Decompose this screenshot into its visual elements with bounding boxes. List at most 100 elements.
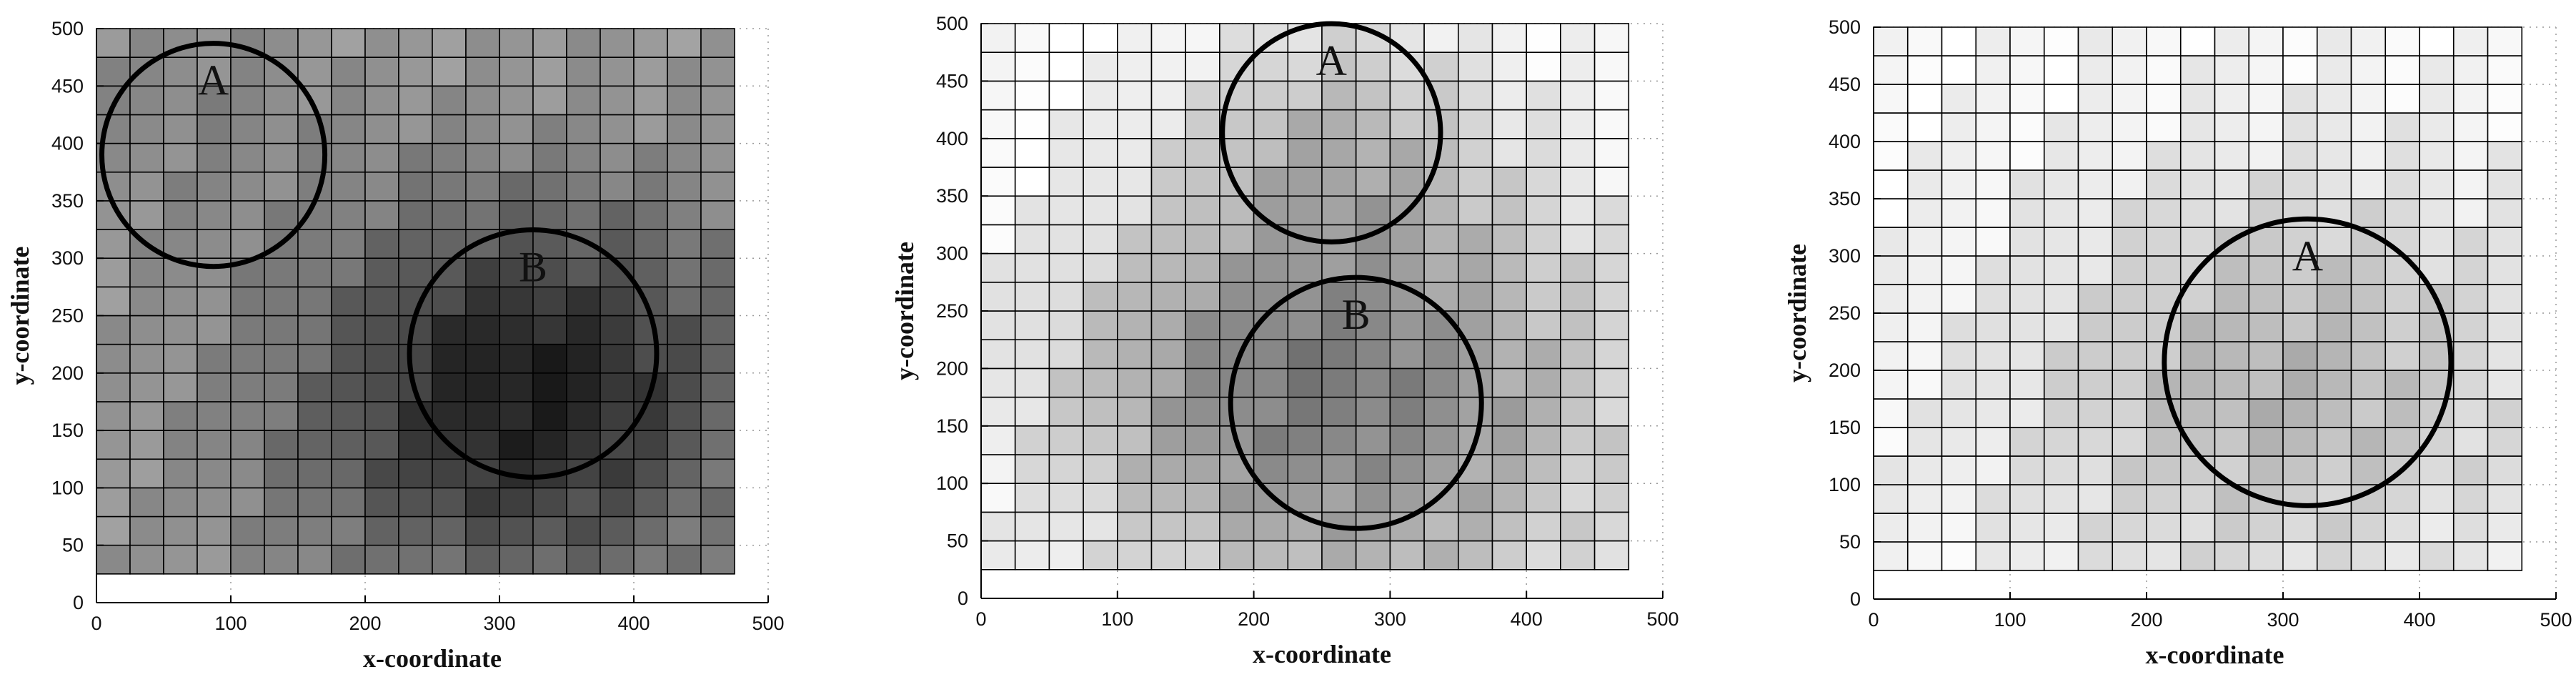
heatmap-cell	[2282, 112, 2318, 142]
heatmap-cell	[2214, 84, 2250, 114]
heatmap-cell	[1526, 540, 1561, 570]
heatmap-cell	[1150, 339, 1187, 370]
heatmap-cell	[600, 142, 635, 173]
heatmap-cell	[96, 343, 131, 374]
heatmap-cell	[1906, 84, 1943, 114]
heatmap-cell	[1014, 80, 1050, 111]
heatmap-cell	[1150, 281, 1187, 312]
heatmap-cell	[532, 315, 567, 345]
heatmap-cell	[2487, 227, 2523, 257]
heatmap-cell	[197, 200, 232, 230]
heatmap-cell	[1906, 541, 1943, 571]
heatmap-cell	[1491, 454, 1528, 485]
heatmap-cell	[2179, 26, 2216, 56]
heatmap-cell	[600, 458, 635, 489]
heatmap-cell	[1253, 80, 1289, 111]
heatmap-cell	[532, 430, 567, 460]
heatmap-cell	[1048, 109, 1084, 139]
x-tick-label: 200	[1238, 608, 1270, 630]
heatmap-cell	[297, 229, 332, 259]
heatmap-cell	[2282, 398, 2318, 428]
heatmap-cell	[2282, 370, 2318, 400]
heatmap-cell	[1355, 454, 1391, 485]
heatmap-cell	[331, 229, 366, 259]
heatmap-cell	[600, 372, 635, 402]
heatmap-cell	[1975, 55, 2011, 85]
heatmap-cell	[1048, 310, 1084, 341]
heatmap-cell	[499, 286, 534, 317]
heatmap-cell	[1321, 167, 1357, 197]
heatmap-cell	[1491, 396, 1528, 427]
heatmap-cell	[1355, 367, 1391, 398]
heatmap-cell	[1458, 167, 1493, 197]
heatmap-cell	[1873, 169, 1909, 199]
heatmap-cell	[1389, 80, 1425, 111]
heatmap-cell	[2419, 141, 2455, 171]
heatmap-cell	[1975, 255, 2011, 285]
heatmap-cell	[2146, 484, 2182, 514]
heatmap-cell	[364, 430, 399, 460]
heatmap-cell	[96, 257, 131, 288]
heatmap-cell	[1560, 367, 1596, 398]
heatmap-cell	[331, 200, 366, 230]
heatmap-cell	[2077, 198, 2114, 228]
heatmap-cell	[600, 544, 635, 575]
heatmap-cell	[1014, 483, 1050, 513]
heatmap-cell	[96, 372, 131, 402]
heatmap-cell	[2419, 227, 2455, 257]
heatmap-cell	[96, 487, 131, 518]
y-tick-label: 50	[62, 535, 84, 556]
heatmap-cell	[1873, 398, 1909, 428]
heatmap-cell	[129, 315, 164, 345]
heatmap-cell	[163, 315, 198, 345]
heatmap-cell	[633, 85, 668, 116]
heatmap-cell	[1014, 138, 1050, 168]
heatmap-cell	[398, 85, 433, 116]
heatmap-cell	[398, 200, 433, 230]
heatmap-cell	[1389, 167, 1425, 197]
heatmap-cell	[700, 286, 735, 317]
heatmap-cell	[1906, 112, 1943, 142]
heatmap-cell	[398, 142, 433, 173]
heatmap-cell	[1560, 425, 1596, 455]
heatmap-cell	[2452, 541, 2489, 571]
heatmap-cell	[2452, 141, 2489, 171]
heatmap-cell	[1941, 284, 1977, 314]
heatmap-cell	[230, 200, 265, 230]
heatmap-cell	[197, 458, 232, 489]
heatmap-cell	[2214, 169, 2250, 199]
heatmap-cell	[1560, 511, 1596, 542]
heatmap-cell	[2009, 427, 2045, 457]
heatmap-cell	[1083, 339, 1118, 370]
heatmap-cell	[364, 85, 399, 116]
heatmap-cell	[2350, 541, 2387, 571]
heatmap-cell	[1389, 23, 1425, 54]
y-tick-label: 300	[936, 243, 968, 265]
heatmap-cell	[1560, 23, 1596, 54]
heatmap-cell	[1423, 396, 1459, 427]
heatmap-cell	[2487, 398, 2523, 428]
heatmap-cell	[1873, 341, 1909, 371]
y-tick-label: 500	[51, 18, 84, 39]
heatmap-cell	[2179, 227, 2216, 257]
heatmap-cell	[667, 487, 702, 518]
heatmap-cell	[700, 28, 735, 58]
heatmap-cell	[2112, 455, 2147, 485]
heatmap-cell	[2350, 312, 2387, 342]
heatmap-cell	[2179, 398, 2216, 428]
heatmap-cell	[2043, 26, 2079, 56]
heatmap-cell	[163, 142, 198, 173]
heatmap-cell	[2043, 484, 2079, 514]
heatmap-cell	[1906, 341, 1943, 371]
heatmap-cell	[264, 171, 299, 202]
heatmap-cell	[1048, 138, 1084, 168]
heatmap-cell	[197, 286, 232, 317]
heatmap-cell	[1185, 454, 1220, 485]
heatmap-cell	[2009, 169, 2045, 199]
heatmap-cell	[600, 200, 635, 230]
heatmap-cell	[2316, 255, 2352, 285]
heatmap-cell	[163, 171, 198, 202]
heatmap-cell	[700, 401, 735, 431]
heatmap-cell	[2248, 455, 2284, 485]
heatmap-cell	[1083, 540, 1118, 570]
